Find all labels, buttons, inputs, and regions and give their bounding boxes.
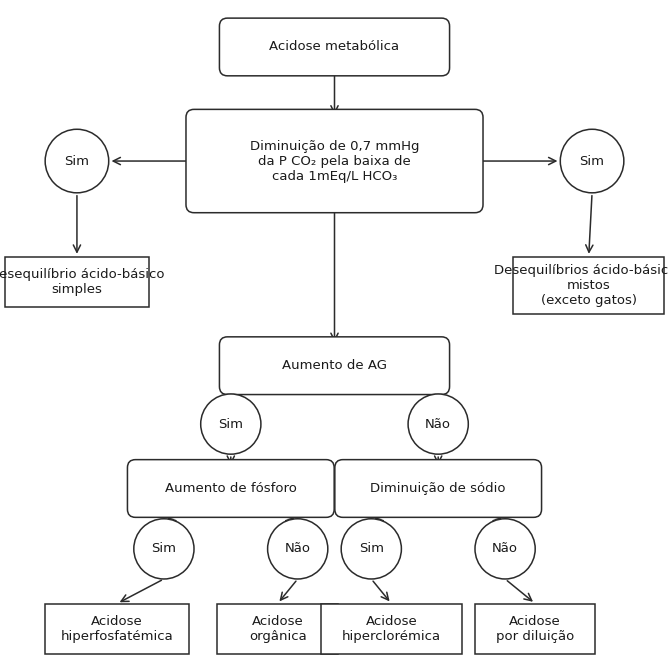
- FancyBboxPatch shape: [514, 257, 664, 314]
- Text: Acidose
hiperclorémica: Acidose hiperclorémica: [342, 615, 441, 643]
- Text: Sim: Sim: [359, 542, 384, 556]
- FancyBboxPatch shape: [217, 604, 338, 654]
- FancyBboxPatch shape: [335, 460, 542, 517]
- Text: Desequilíbrios ácido-básicos
mistos
(exceto gatos): Desequilíbrios ácido-básicos mistos (exc…: [494, 264, 669, 307]
- Text: Acidose
hiperfosfatémica: Acidose hiperfosfatémica: [61, 615, 173, 643]
- Ellipse shape: [341, 519, 401, 579]
- Ellipse shape: [268, 519, 328, 579]
- Text: Acidose metabólica: Acidose metabólica: [270, 40, 399, 54]
- FancyBboxPatch shape: [5, 257, 149, 307]
- Text: Desequilíbrio ácido-básico
simples: Desequilíbrio ácido-básico simples: [0, 268, 165, 296]
- Text: Não: Não: [425, 417, 451, 431]
- Text: Acidose
orgânica: Acidose orgânica: [249, 615, 306, 643]
- Ellipse shape: [201, 394, 261, 454]
- Ellipse shape: [45, 130, 108, 193]
- Text: Sim: Sim: [151, 542, 177, 556]
- Text: Não: Não: [492, 542, 518, 556]
- Text: Aumento de fósforo: Aumento de fósforo: [165, 482, 297, 495]
- FancyBboxPatch shape: [127, 460, 334, 517]
- Ellipse shape: [408, 394, 468, 454]
- FancyBboxPatch shape: [219, 18, 450, 76]
- Text: Diminuição de 0,7 mmHg
da P CO₂ pela baixa de
cada 1mEq/L HCO₃: Diminuição de 0,7 mmHg da P CO₂ pela bai…: [250, 140, 419, 183]
- FancyBboxPatch shape: [219, 337, 450, 395]
- Text: Sim: Sim: [579, 154, 605, 168]
- FancyBboxPatch shape: [321, 604, 462, 654]
- Text: Aumento de AG: Aumento de AG: [282, 359, 387, 372]
- FancyBboxPatch shape: [186, 109, 483, 213]
- Text: Diminuição de sódio: Diminuição de sódio: [371, 482, 506, 495]
- Text: Não: Não: [285, 542, 310, 556]
- Ellipse shape: [134, 519, 194, 579]
- FancyBboxPatch shape: [45, 604, 189, 654]
- Text: Sim: Sim: [64, 154, 90, 168]
- Text: Sim: Sim: [218, 417, 244, 431]
- Ellipse shape: [475, 519, 535, 579]
- FancyBboxPatch shape: [475, 604, 595, 654]
- Ellipse shape: [561, 130, 624, 193]
- Text: Acidose
por diluição: Acidose por diluição: [496, 615, 574, 643]
